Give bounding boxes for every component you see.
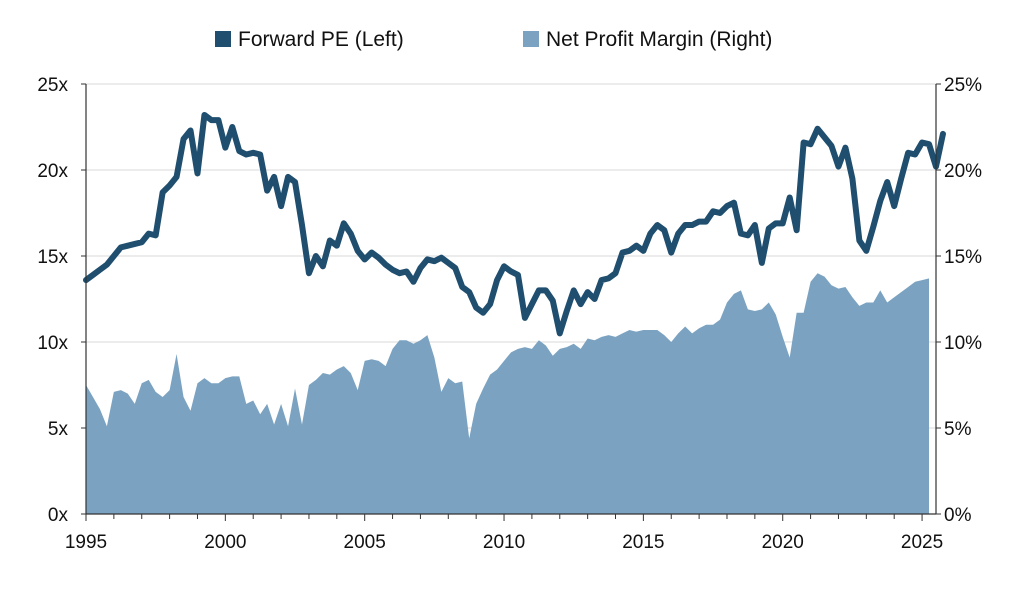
x-tick-label: 2000 xyxy=(204,532,246,553)
legend-swatch-net-profit-margin xyxy=(523,31,539,47)
y-left-tick-label: 0x xyxy=(48,505,69,526)
y-right-tick-label: 20% xyxy=(944,161,982,182)
x-tick-label: 2010 xyxy=(483,532,525,553)
y-left-tick-label: 20x xyxy=(37,161,68,182)
y-left-tick-label: 10x xyxy=(37,333,68,354)
area-series-net-profit-margin xyxy=(86,273,930,514)
y-right-tick-label: 25% xyxy=(944,75,982,96)
x-tick-label: 2015 xyxy=(622,532,664,553)
axes-layer: 0x 5x 10x 15x 20x 25x 0% 5% 10% 15% 20% 25% 1995 2000… xyxy=(37,75,982,553)
y-right-tick-label: 5% xyxy=(944,419,972,440)
legend-label-forward-pe: Forward PE (Left) xyxy=(238,28,404,51)
y-left-tick-label: 25x xyxy=(37,75,68,96)
area-layer xyxy=(86,273,930,514)
y-right-tick-label: 15% xyxy=(944,247,982,268)
x-tick-label: 1995 xyxy=(65,532,107,553)
legend-swatch-forward-pe xyxy=(215,31,231,47)
y-right-tick-label: 10% xyxy=(944,333,982,354)
y-left-tick-label: 5x xyxy=(48,419,69,440)
legend-label-net-profit-margin: Net Profit Margin (Right) xyxy=(546,28,772,51)
line-series-forward-pe xyxy=(83,111,946,337)
y-right-tick-label: 0% xyxy=(944,505,972,526)
x-tick-label: 2005 xyxy=(344,532,386,553)
x-tick-label: 2020 xyxy=(762,532,804,553)
line-layer xyxy=(83,111,946,337)
y-left-tick-label: 15x xyxy=(37,247,68,268)
x-tick-label: 2025 xyxy=(901,532,943,553)
legend: Forward PE (Left) Net Profit Margin (Rig… xyxy=(215,28,772,51)
